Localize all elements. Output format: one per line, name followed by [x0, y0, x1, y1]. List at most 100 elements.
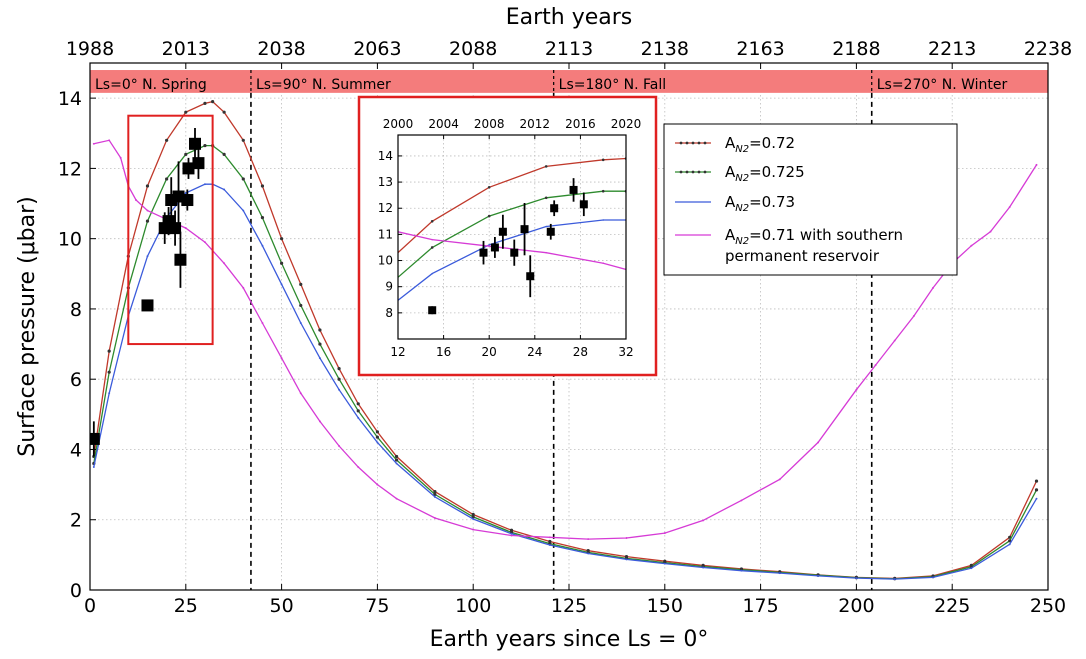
series-point [241, 177, 245, 181]
x-tick-label: 250 [1030, 595, 1066, 617]
legend-swatch-dot [691, 141, 695, 145]
x-tick-label: 100 [455, 595, 491, 617]
inset-top-tick-label: 2016 [565, 117, 596, 131]
series-point [702, 566, 705, 569]
series-point [357, 466, 360, 468]
series-point [260, 215, 265, 220]
top-tick-label: 2113 [545, 38, 593, 60]
series-point [433, 492, 437, 497]
series-point [1058, 393, 1060, 395]
series-point [587, 538, 590, 541]
top-axis-label: Earth years [506, 5, 633, 30]
y-tick-label: 0 [70, 580, 82, 602]
series-point [740, 499, 743, 502]
series-point [145, 184, 150, 188]
series-point [1058, 387, 1061, 390]
series-point [338, 388, 341, 391]
series-line [398, 157, 626, 254]
series-point [375, 435, 379, 439]
series-point [242, 209, 245, 212]
series-point [430, 220, 434, 223]
series-point [874, 364, 877, 367]
legend-label: AN2=0.71 with southern [725, 226, 903, 247]
series-point [778, 572, 781, 575]
series-point [510, 532, 513, 535]
observation-point [182, 162, 195, 175]
legend-swatch-dot [679, 141, 683, 145]
x-tick-label: 25 [174, 595, 198, 617]
inset-y-tick-label: 12 [378, 201, 393, 215]
series-point [299, 303, 303, 308]
legend: AN2=0.72 AN2=0.725 AN2=0.73 AN2=0.71 with s… [663, 123, 958, 276]
inset-top-tick-label: 2012 [520, 117, 551, 131]
y-tick-label: 14 [58, 88, 82, 110]
series-point [970, 567, 973, 570]
observation-point [526, 272, 535, 281]
legend-swatch-dot [679, 170, 683, 174]
observation-layer [90, 127, 205, 457]
x-tick-label: 125 [551, 595, 587, 617]
inset-x-tick-label: 20 [482, 345, 497, 359]
series-point [893, 339, 896, 342]
inset-top-tick-label: 2004 [428, 117, 459, 131]
series-point [602, 262, 604, 264]
observation-point [188, 137, 201, 150]
y-tick-label: 8 [70, 299, 82, 321]
x-tick-label: 0 [84, 595, 96, 617]
series-point [893, 578, 896, 581]
legend-box [663, 123, 958, 276]
series-point [932, 576, 934, 579]
series-point [548, 544, 551, 546]
inset-y-axis-ticks: 8 9 10 11 12 13 14 [378, 149, 402, 320]
legend-items: AN2=0.72 AN2=0.725 AN2=0.73 AN2=0.71 with s… [675, 134, 903, 265]
series-point [318, 357, 321, 360]
series-point [376, 441, 379, 444]
inset-top-tick-label: 2008 [474, 117, 505, 131]
legend-swatch-dot [703, 170, 707, 174]
series-point [488, 245, 490, 247]
inset-axes-frame [397, 134, 627, 340]
series-point [740, 569, 743, 572]
series-point [222, 152, 226, 156]
series-point [1008, 539, 1012, 543]
inset-x-tick-label: 28 [573, 345, 588, 359]
legend-label: AN2=0.72 [725, 134, 795, 155]
series-point [487, 214, 491, 218]
series-point [545, 225, 547, 228]
observation-point [520, 225, 529, 234]
series-point [261, 244, 264, 247]
observation-point [569, 185, 578, 194]
series-point [1008, 543, 1011, 546]
series-point [299, 392, 302, 395]
inset-observation-layer [428, 178, 588, 315]
observation-point [498, 227, 507, 236]
legend-swatch-dot [697, 170, 701, 174]
series-point [241, 138, 245, 142]
y-tick-label: 4 [70, 439, 82, 461]
season-label: Ls=0° N. Spring [95, 77, 207, 93]
y-tick-label: 6 [70, 369, 82, 391]
series-point [587, 552, 590, 555]
series-point [433, 517, 436, 519]
season-band: Ls=0° N. Spring Ls=90° N. Summer Ls=180° N… [90, 70, 1048, 590]
series-point [471, 512, 475, 517]
series-point [203, 143, 207, 148]
series-point [472, 528, 475, 531]
series-point [108, 139, 111, 142]
inset-x-axis-ticks: 12 16 20 24 28 32 [390, 335, 634, 359]
series-point [625, 558, 628, 561]
series-point [431, 238, 433, 241]
inset-x-tick-label: 12 [390, 345, 405, 359]
series-point [1058, 382, 1061, 385]
series-point [357, 416, 360, 419]
series-point [778, 478, 781, 481]
inset-top-tick-label: 2020 [611, 117, 642, 131]
season-label: Ls=180° N. Fall [559, 77, 667, 93]
legend-swatch-dot [703, 141, 707, 145]
top-tick-label: 2013 [162, 38, 210, 60]
x-axis-ticks: 0 25 50 75 100 125 150 175 200 225 250 [84, 584, 1066, 617]
legend-swatch-dot [685, 141, 689, 145]
observation-point [479, 248, 488, 257]
series-point [970, 244, 973, 247]
series-point [488, 244, 490, 246]
